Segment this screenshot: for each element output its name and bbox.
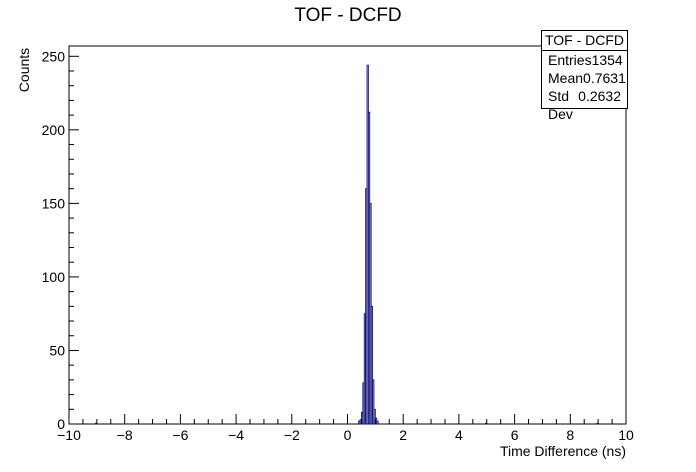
histogram-bar — [376, 420, 379, 425]
y-tick-label: 250 — [42, 48, 66, 64]
x-tick-label: 4 — [455, 427, 463, 443]
histogram-bar — [370, 305, 373, 425]
y-axis-ticks: 0 50 100 150 200 250 — [42, 48, 79, 432]
stats-row-entries: Entries 1354 — [542, 51, 627, 69]
x-tick-label: 8 — [566, 427, 574, 443]
y-tick-label: 100 — [42, 269, 66, 285]
histogram-bars — [95, 64, 599, 425]
stats-label: Std Dev — [548, 88, 573, 122]
stats-value: 0.7631 — [583, 70, 626, 86]
x-tick-label: 2 — [399, 427, 407, 443]
y-tick-label: 0 — [57, 416, 65, 432]
stats-label: Mean — [548, 70, 584, 86]
x-tick-label: −6 — [172, 427, 188, 443]
y-tick-label: 50 — [49, 342, 65, 358]
chart-title: TOF - DCFD — [294, 5, 402, 26]
x-axis-label: Time Difference (ns) — [499, 443, 626, 459]
y-axis-label: Counts — [16, 47, 32, 93]
x-tick-label: 6 — [511, 427, 519, 443]
histogram-bar — [372, 379, 375, 425]
x-tick-label: −10 — [57, 427, 81, 443]
histogram-bar — [373, 408, 376, 425]
stats-value: 0.2632 — [578, 88, 621, 104]
stats-value: 1354 — [591, 52, 623, 68]
x-tick-label: 10 — [618, 427, 634, 443]
x-tick-label: −2 — [284, 427, 300, 443]
stats-title: TOF - DCFD — [542, 31, 627, 51]
x-tick-label: 0 — [344, 427, 352, 443]
x-tick-label: −8 — [117, 427, 133, 443]
y-tick-label: 150 — [42, 195, 66, 211]
stats-box: TOF - DCFD Entries 1354 Mean 0.7631 Std … — [541, 30, 628, 122]
x-tick-label: −4 — [228, 427, 244, 443]
stats-row-stddev: Std Dev 0.2632 — [542, 87, 627, 122]
x-axis-ticks: −10 −8 −6 −4 −2 0 2 4 6 8 10 — [57, 414, 634, 443]
y-tick-label: 200 — [42, 122, 66, 138]
stats-label: Entries — [548, 52, 592, 68]
stats-row-mean: Mean 0.7631 — [542, 69, 627, 87]
